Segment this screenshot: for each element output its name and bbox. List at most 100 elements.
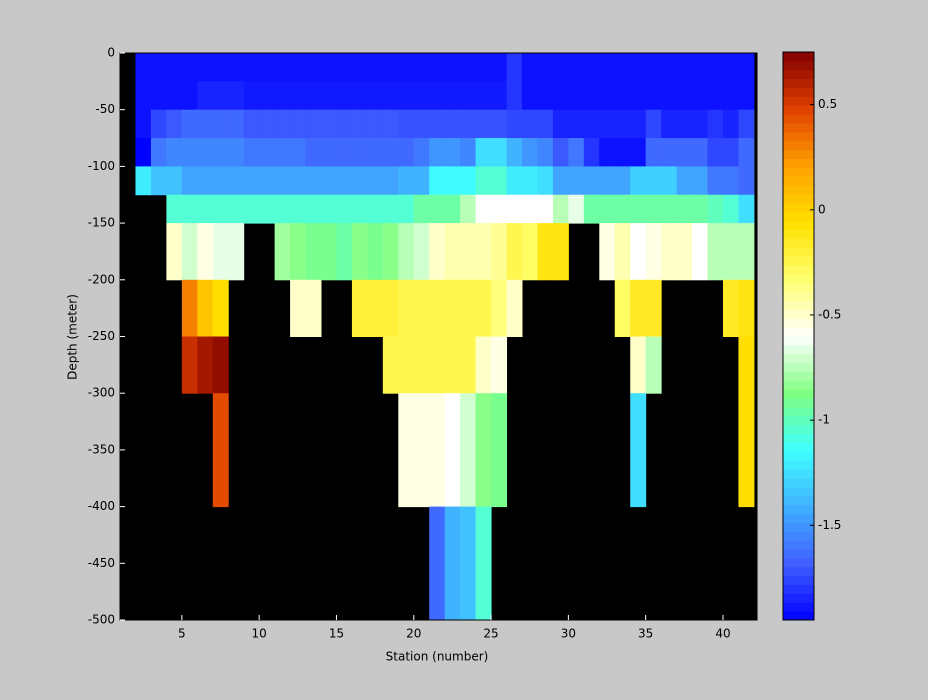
heatmap-cell — [166, 53, 183, 82]
colorbar-step — [783, 229, 814, 239]
colorbar-step — [783, 415, 814, 426]
heatmap-cell — [351, 81, 368, 111]
heatmap-cell — [413, 109, 430, 139]
heatmap-cell — [259, 53, 276, 82]
colorbar-step — [783, 469, 814, 479]
heatmap-cell — [676, 223, 693, 281]
colorbar-step — [783, 344, 814, 355]
heatmap-cell — [413, 166, 430, 196]
heatmap-cell — [552, 166, 569, 196]
y-tick-label: -350 — [88, 442, 115, 456]
heatmap-cell — [630, 53, 647, 82]
heatmap-cell — [212, 194, 229, 224]
colorbar-step — [783, 114, 814, 124]
heatmap-cell — [491, 166, 508, 196]
heatmap-cell — [460, 81, 477, 111]
colorbar-step — [783, 362, 814, 372]
heatmap-cell — [398, 279, 415, 337]
heatmap-cell — [243, 166, 260, 196]
heatmap-cell — [212, 53, 229, 82]
colorbar-step — [783, 158, 814, 168]
heatmap-cell — [429, 223, 446, 281]
colorbar-step — [783, 140, 814, 151]
heatmap-cell — [290, 194, 307, 224]
heatmap-cell — [305, 223, 322, 281]
colorbar-step — [783, 522, 814, 532]
heatmap-cell — [692, 166, 709, 196]
heatmap-cell — [568, 109, 585, 139]
heatmap-cell — [197, 279, 214, 337]
heatmap-cell — [305, 81, 322, 111]
colorbar-step — [783, 478, 814, 488]
heatmap-cell — [212, 138, 229, 167]
y-tick-label: -200 — [88, 272, 115, 286]
heatmap-cell — [413, 138, 430, 167]
heatmap-cell — [645, 166, 662, 196]
heatmap-cell — [166, 223, 183, 281]
heatmap-cell — [367, 166, 384, 196]
heatmap-cell — [661, 138, 678, 167]
heatmap-cell — [228, 166, 245, 196]
heatmap-cell — [630, 81, 647, 111]
colorbar-step — [783, 540, 814, 550]
heatmap-cell — [722, 109, 739, 139]
heatmap-cell — [398, 166, 415, 196]
heatmap-cell — [568, 194, 585, 224]
heatmap-cell — [475, 138, 492, 167]
colorbar-step — [783, 273, 814, 284]
heatmap-cell — [599, 81, 616, 111]
heatmap-cell — [367, 194, 384, 224]
heatmap-cell — [738, 194, 755, 224]
heatmap-cell — [444, 166, 461, 196]
heatmap-cell — [521, 166, 538, 196]
heatmap-cell — [707, 223, 724, 281]
heatmap-cell — [614, 81, 631, 111]
heatmap-cell — [181, 279, 198, 337]
heatmap-cell — [429, 194, 446, 224]
heatmap-cell — [661, 109, 678, 139]
heatmap-cell — [537, 138, 554, 167]
heatmap-cell — [692, 223, 709, 281]
heatmap-cell — [521, 138, 538, 167]
colorbar-step — [783, 486, 814, 497]
heatmap-cell — [212, 81, 229, 111]
heatmap-cell — [552, 53, 569, 82]
heatmap-cell — [320, 223, 337, 281]
heatmap-cell — [274, 53, 291, 82]
y-tick-label: -250 — [88, 329, 115, 343]
heatmap-cell — [228, 194, 245, 224]
heatmap-cell — [290, 166, 307, 196]
y-tick-label: -150 — [88, 216, 115, 230]
heatmap-cell — [676, 81, 693, 111]
heatmap-cell — [521, 53, 538, 82]
heatmap-cell — [444, 81, 461, 111]
heatmap-cell — [475, 506, 492, 621]
heatmap-cell — [614, 109, 631, 139]
heatmap-cell — [444, 506, 461, 621]
x-tick-label: 20 — [406, 627, 421, 641]
x-tick-label: 35 — [638, 627, 653, 641]
heatmap-cell — [290, 81, 307, 111]
heatmap-cell — [197, 336, 214, 394]
colorbar-step — [783, 371, 814, 381]
heatmap-cell — [212, 166, 229, 196]
colorbar-step — [783, 611, 814, 621]
heatmap-cell — [243, 53, 260, 82]
heatmap-cell — [135, 53, 152, 82]
colorbar-step — [783, 602, 814, 612]
heatmap-cell — [707, 109, 724, 139]
heatmap-cell — [228, 53, 245, 82]
heatmap-cell — [336, 223, 353, 281]
colorbar-step — [783, 176, 814, 186]
colorbar-step — [783, 327, 814, 337]
heatmap-cell — [722, 279, 739, 337]
heatmap-cell — [336, 81, 353, 111]
colorbar-step — [783, 282, 814, 293]
heatmap-cell — [444, 109, 461, 139]
colorbar-step — [783, 398, 814, 408]
heatmap-cell — [738, 81, 755, 111]
heatmap-cell — [491, 81, 508, 111]
heatmap-cell — [676, 53, 693, 82]
heatmap-cell — [197, 223, 214, 281]
heatmap-cell — [336, 166, 353, 196]
